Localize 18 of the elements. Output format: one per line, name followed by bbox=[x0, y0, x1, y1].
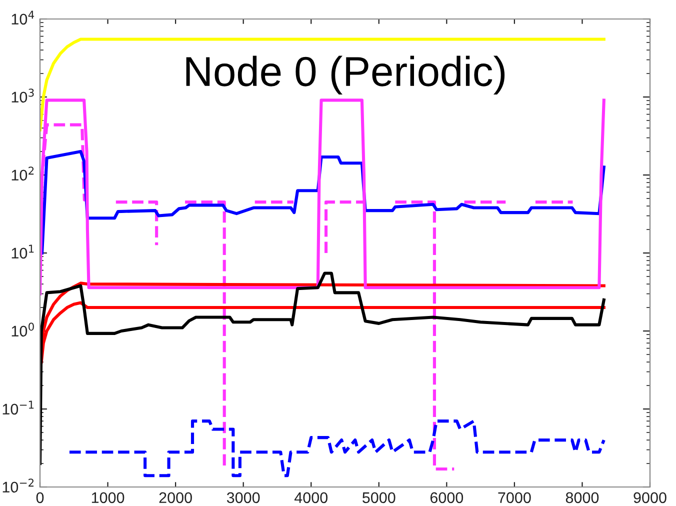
x-tick-label: 8000 bbox=[566, 492, 599, 504]
y-tick-label: 10$^{4}$ bbox=[12, 10, 34, 25]
y-tick-label: 10$^{3}$ bbox=[12, 88, 34, 103]
x-tick-label: 5000 bbox=[362, 492, 396, 504]
x-tick-label: 0 bbox=[36, 492, 44, 504]
x-tick-label: 6000 bbox=[430, 492, 464, 504]
text: Node 0 (Periodic) bbox=[186, 56, 505, 95]
y-tick-label: 10$^{−2}$ bbox=[2, 478, 34, 493]
y-tick-label: 10$^{2}$ bbox=[12, 166, 34, 181]
x-tick-label: 3000 bbox=[226, 492, 260, 504]
x-tick-label: 7000 bbox=[498, 492, 531, 504]
y-tick-label: 10$^{0}$ bbox=[12, 322, 34, 337]
y-tick-label: 10$^{−1}$ bbox=[2, 400, 34, 415]
x-tick-label: 4000 bbox=[294, 492, 328, 504]
x-tick-label: 9000 bbox=[634, 492, 666, 504]
y-tick-label: 10$^{1}$ bbox=[12, 244, 34, 259]
x-tick-label: 2000 bbox=[159, 492, 192, 504]
x-tick-label: 1000 bbox=[92, 492, 124, 504]
